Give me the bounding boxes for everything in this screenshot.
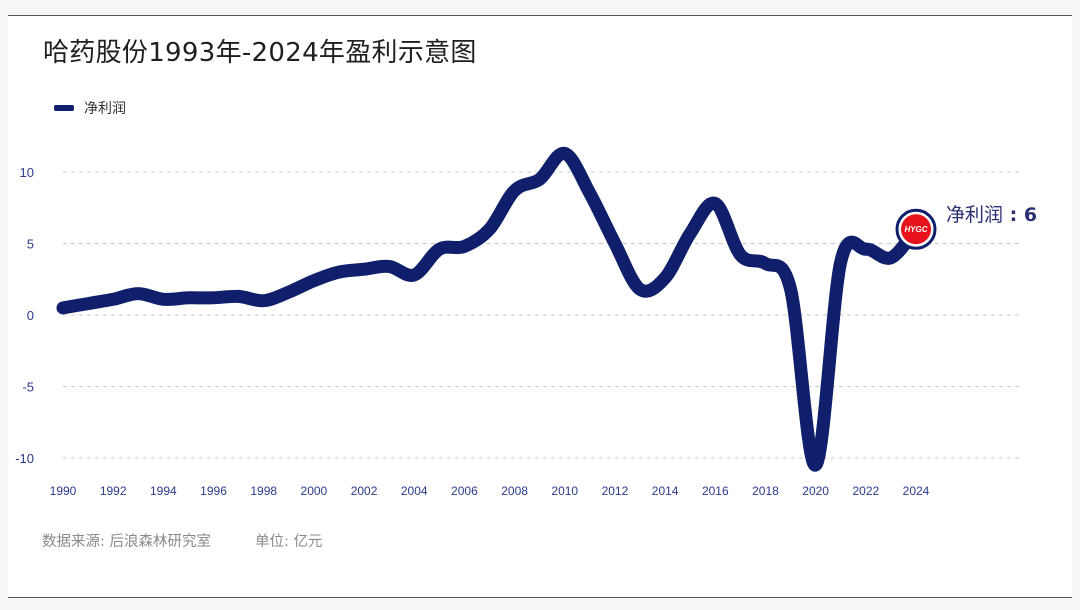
- legend-label: 净利润: [84, 101, 126, 117]
- unit-label: 单位: 亿元: [255, 534, 323, 550]
- grid-lines: [63, 171, 1022, 459]
- end-label-name: 净利润: [946, 204, 1004, 226]
- legend-swatch: [54, 105, 74, 111]
- x-tick-label: 2008: [501, 484, 528, 498]
- x-tick-label: 2010: [551, 484, 578, 498]
- x-tick-label: 2012: [602, 484, 629, 498]
- y-tick-label: -10: [15, 451, 34, 466]
- logo-badge: [901, 214, 931, 245]
- data-source: 数据来源: 后浪森林研究室: [42, 534, 211, 550]
- chart-title: 哈药股份1993年-2024年盈利示意图: [43, 38, 477, 68]
- chart-card: [8, 15, 1072, 598]
- y-tick-label: 5: [27, 237, 34, 252]
- x-tick-label: 2004: [401, 484, 428, 498]
- x-tick-label: 2024: [903, 484, 930, 498]
- x-tick-label: 2014: [652, 484, 679, 498]
- footer: 数据来源: 后浪森林研究室 单位: 亿元: [42, 530, 323, 551]
- legend: 净利润: [54, 98, 126, 118]
- x-tick-label: 2002: [351, 484, 378, 498]
- logo-badge-text: HYGC: [904, 225, 927, 234]
- end-label-value: 6: [1023, 204, 1038, 226]
- x-axis-ticks: 1990 1992 1994 1996 1998 2000 2002 2004 2006 2008…: [50, 484, 930, 498]
- y-tick-label: -5: [22, 380, 34, 395]
- series-line-净利润: [56, 146, 923, 472]
- y-axis-ticks: 10 5 0 -5 -10: [15, 165, 34, 466]
- x-tick-label: 1990: [50, 484, 77, 498]
- end-label-separator: :: [1003, 204, 1024, 226]
- x-tick-label: 1994: [150, 484, 177, 498]
- x-tick-label: 2000: [301, 484, 328, 498]
- x-tick-label: 2006: [451, 484, 478, 498]
- end-value-label: 净利润 : 6: [946, 200, 1037, 227]
- x-tick-label: 1998: [250, 484, 277, 498]
- x-tick-label: 2020: [802, 484, 829, 498]
- x-tick-label: 1992: [100, 484, 127, 498]
- x-tick-label: 2016: [702, 484, 729, 498]
- x-tick-label: 2022: [852, 484, 879, 498]
- x-tick-label: 2018: [752, 484, 779, 498]
- end-marker: HYGC: [895, 208, 937, 250]
- series-layer: [56, 146, 923, 472]
- y-tick-label: 10: [20, 165, 34, 180]
- x-tick-label: 1996: [200, 484, 227, 498]
- y-tick-label: 0: [27, 308, 34, 323]
